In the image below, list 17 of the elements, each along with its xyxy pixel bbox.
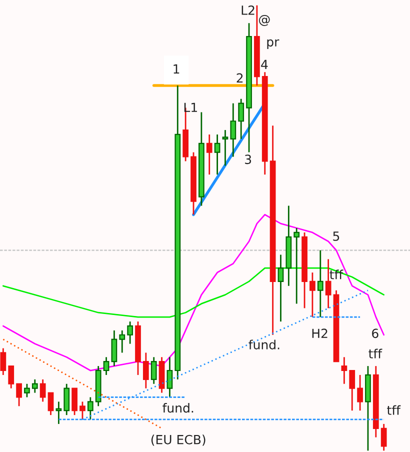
annotation: (EU ECB) xyxy=(151,434,206,446)
annotation: L1 xyxy=(184,102,197,112)
annotation: pr xyxy=(267,39,280,49)
annotation: fund. xyxy=(162,403,194,413)
annotation: @ xyxy=(259,14,270,26)
annotation: 6 xyxy=(372,328,378,338)
annotation: H2 xyxy=(312,328,328,338)
annotation: 5 xyxy=(333,232,340,241)
annotation: tff xyxy=(387,405,401,415)
annotation: tff xyxy=(330,270,344,280)
annotation: fund. xyxy=(248,340,280,350)
annotation: 3 xyxy=(245,154,252,164)
annotation: 4 xyxy=(261,60,268,69)
annotation: L2 xyxy=(242,5,254,15)
annotation: 1 xyxy=(174,64,180,74)
annotation: tff xyxy=(368,348,382,358)
annotation: 2 xyxy=(236,73,243,83)
